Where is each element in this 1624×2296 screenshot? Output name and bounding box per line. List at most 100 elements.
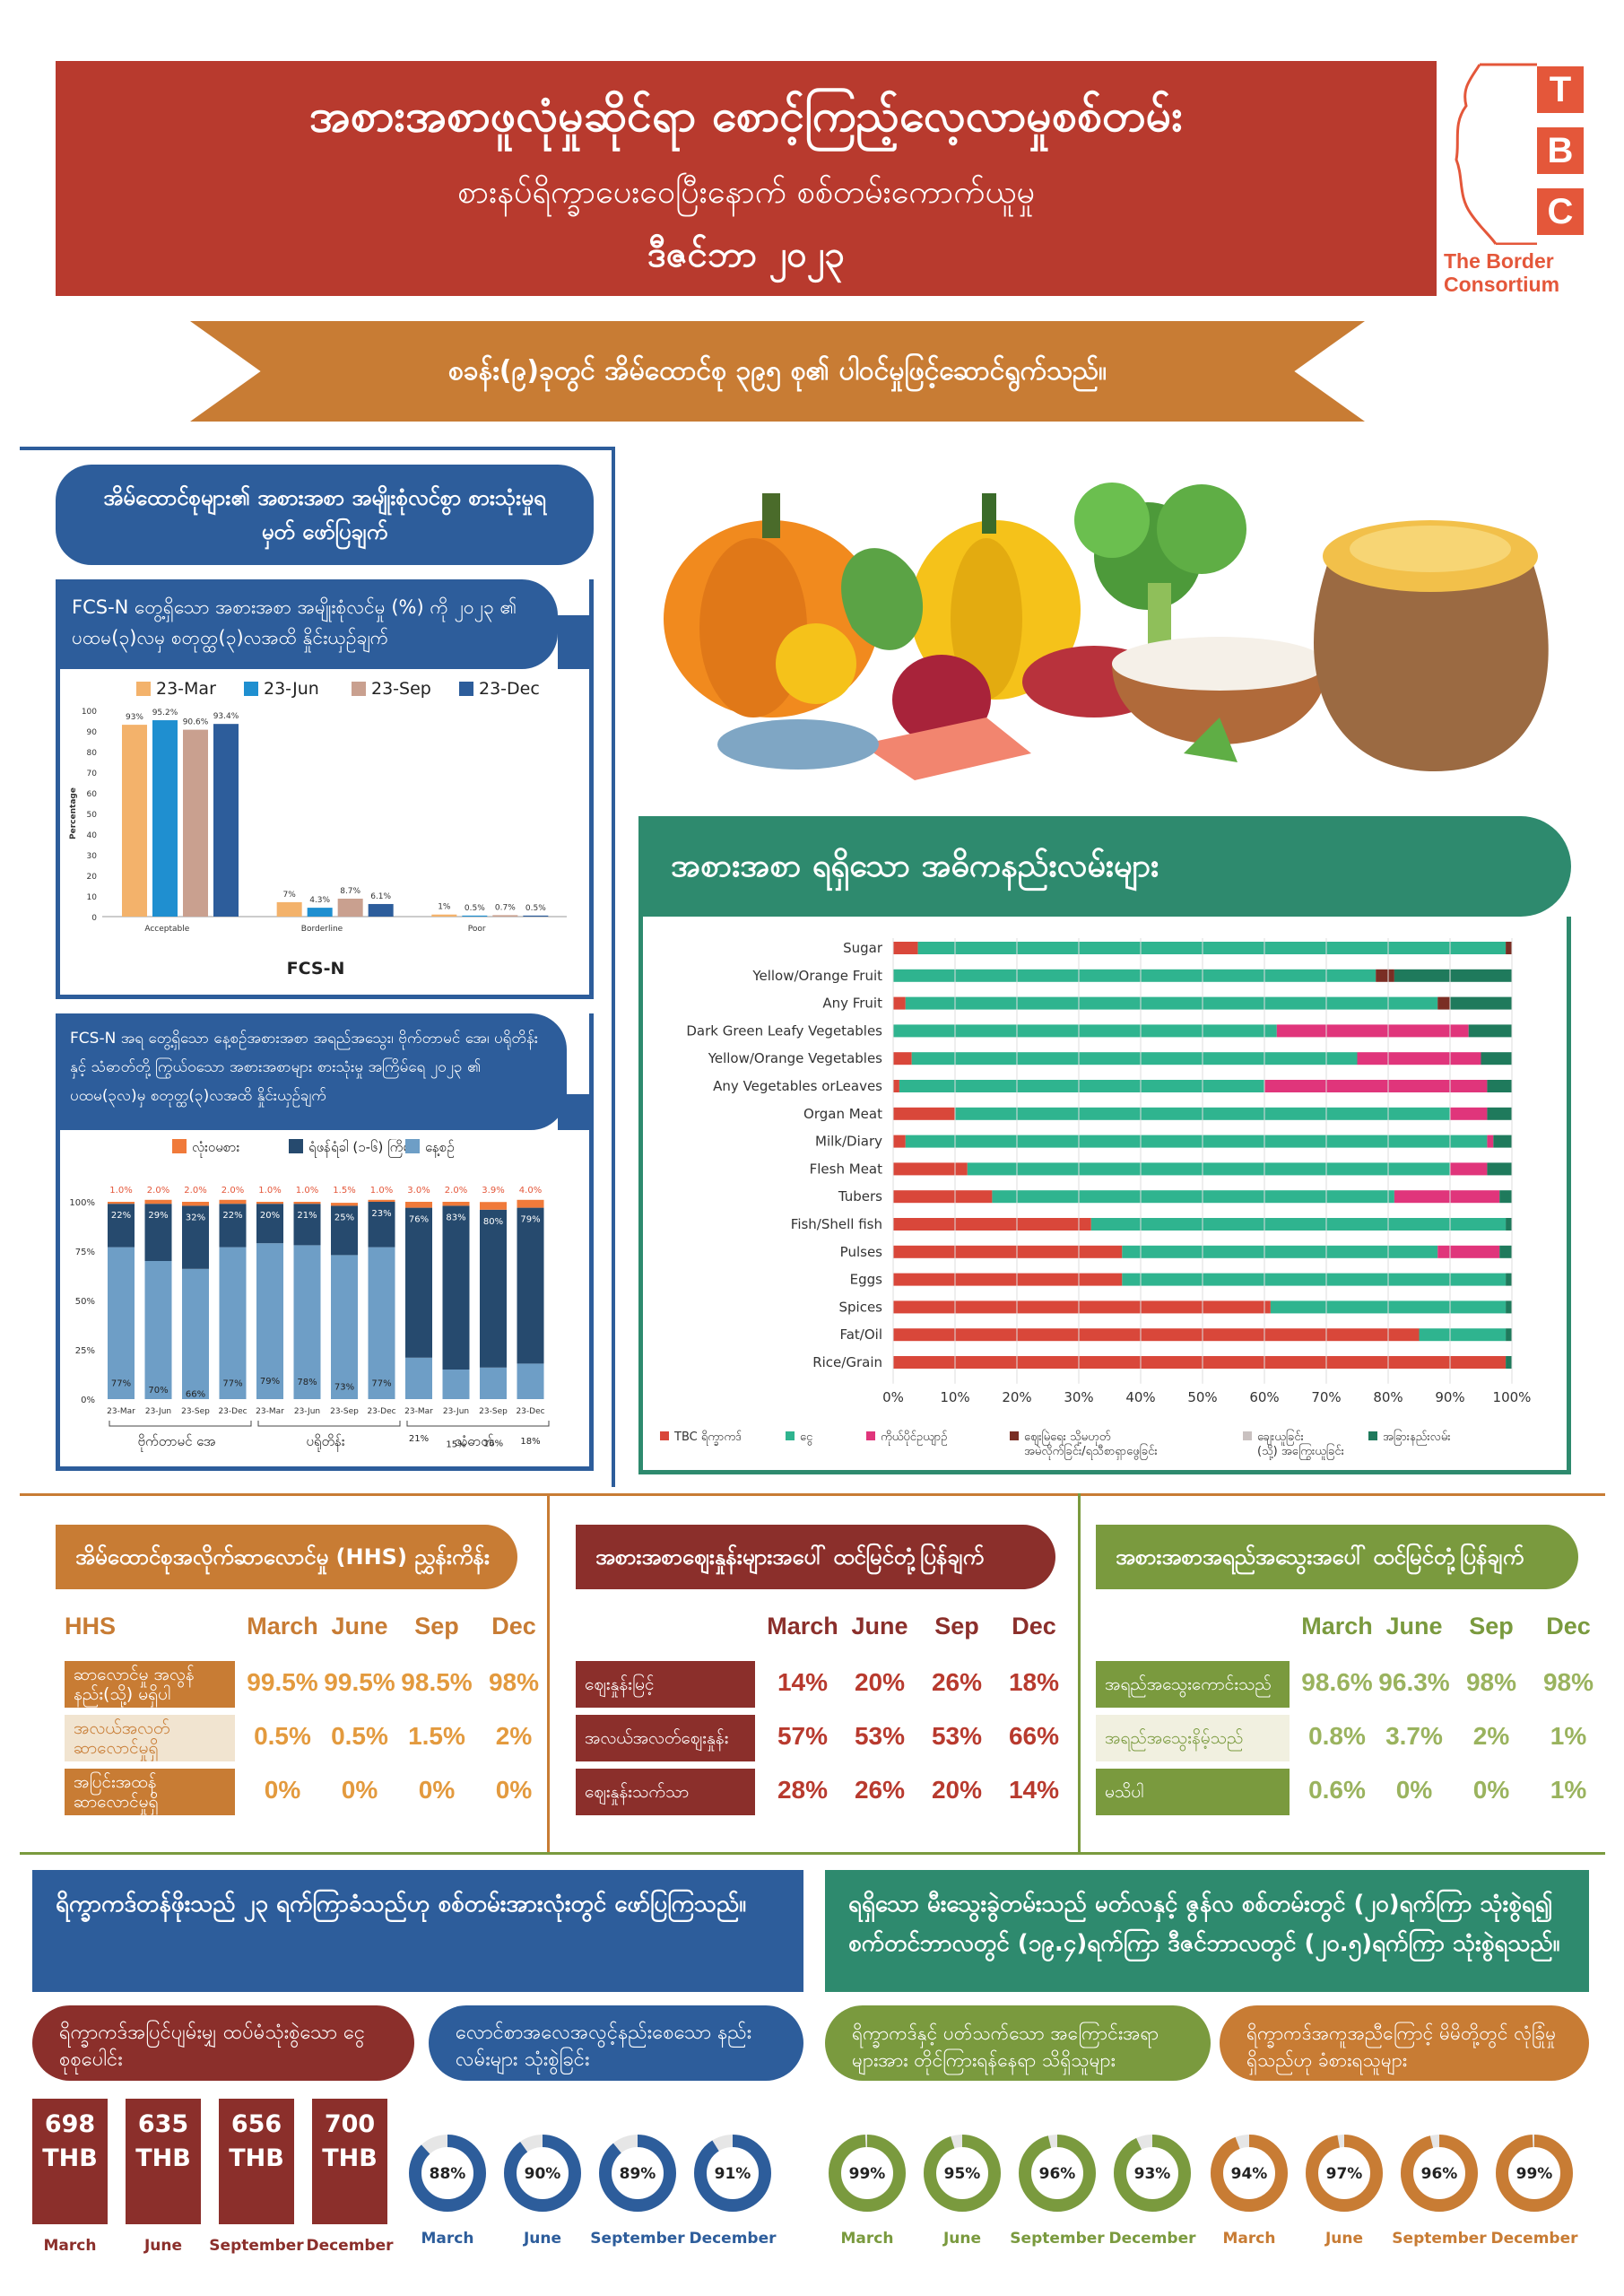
donut-fill — [1496, 2135, 1573, 2212]
donut-hole — [1133, 2153, 1172, 2193]
donut-fill — [1019, 2135, 1096, 2212]
page-date: ဒီဇင်ဘာ ၂၀၂၃ — [647, 234, 846, 275]
fcs-bar — [431, 914, 457, 917]
charcoal-note: ရရှိသော မီးသွေးခွဲတမ်းသည် မတ်လနှင့် ဇွန်… — [825, 1870, 1589, 1992]
y-category-label: Spices — [838, 1299, 882, 1315]
y-category-label: Any Fruit — [822, 996, 882, 1012]
data-label: 93.4% — [213, 712, 239, 721]
segment-label: 16% — [483, 1439, 503, 1448]
stack-segment — [256, 1243, 283, 1399]
fcs-chart-subtitle: FCS-N တွေ့ရှိသော အစားအစာ အမျိုးစုံလင်မှု… — [56, 579, 558, 669]
source-bar-segment — [893, 996, 906, 1010]
source-bar-segment — [1276, 1024, 1469, 1038]
top-label: 2.0% — [221, 1186, 244, 1196]
source-bar-segment — [1450, 996, 1512, 1010]
source-bar-segment — [893, 1273, 1123, 1286]
donut-label: 93% — [1134, 2165, 1171, 2183]
column-header: Sep — [1469, 1613, 1514, 1639]
month-label: September — [209, 2237, 304, 2255]
source-bar-segment — [893, 1024, 1277, 1038]
stack-segment — [108, 1202, 135, 1205]
source-bar-segment — [893, 942, 918, 954]
x-tick-label: 23-Mar — [256, 1407, 284, 1416]
source-bar-segment — [1357, 1052, 1481, 1065]
ration-card-note: ရိက္ခာကဒ်တန်ဖိုးသည် ၂၃ ရက်ကြာခံသည်ဟု စစ်… — [32, 1870, 803, 1992]
fcs-chart-frame — [56, 579, 594, 999]
legend-swatch — [172, 1139, 187, 1153]
segment-label: 70% — [148, 1386, 168, 1396]
stack-segment — [368, 1247, 395, 1399]
y-tick-label: 25% — [75, 1346, 95, 1356]
source-bar-segment — [893, 1190, 993, 1204]
source-bar-segment — [893, 1080, 899, 1092]
column-header: March — [767, 1613, 838, 1639]
donut-hole — [618, 2153, 657, 2193]
x-tick-label: 23-Mar — [107, 1407, 135, 1416]
stack-segment — [182, 1268, 209, 1399]
cell-value: 14% — [1008, 1776, 1060, 1804]
source-bar-segment — [917, 942, 1507, 954]
column-header: June — [331, 1613, 388, 1639]
source-bar-segment — [1264, 1080, 1488, 1092]
y-tick-label: 80 — [87, 749, 98, 758]
stack-segment — [108, 1247, 135, 1399]
row-label: အလယ်အလတ် ဆာလောင်မှုရှိ — [65, 1715, 235, 1761]
column-header: Dec — [1012, 1613, 1056, 1639]
nutrition-chart-frame — [56, 1013, 594, 1471]
donut-label: 96% — [1421, 2165, 1458, 2183]
row-label: အလယ်အလတ်ဈေးနှုန်း — [576, 1715, 755, 1761]
segment-label: 23% — [371, 1209, 391, 1219]
y-category-label: Yellow/Orange Fruit — [751, 968, 882, 984]
source-bar-segment — [1506, 1328, 1512, 1342]
data-label: 1% — [438, 903, 451, 912]
source-bar-segment — [1450, 1162, 1488, 1176]
stack-segment — [442, 1202, 470, 1206]
data-label: 95.2% — [152, 709, 178, 718]
top-label: 3.9% — [482, 1186, 504, 1196]
top-label: 1.0% — [296, 1186, 318, 1196]
y-category-label: Pulses — [840, 1244, 882, 1260]
cell-value: 0.8% — [1308, 1722, 1366, 1750]
panel-accent — [558, 615, 594, 669]
top-label: 2.0% — [445, 1186, 467, 1196]
fcs-bar — [523, 915, 549, 917]
source-bar-segment — [1376, 969, 1394, 982]
source-bar-segment — [1487, 1080, 1512, 1092]
source-bar-segment — [1481, 1052, 1512, 1065]
segment-label: 83% — [446, 1213, 465, 1222]
fcs-bar — [368, 903, 394, 917]
legend-swatch — [1368, 1431, 1377, 1440]
segment-label: 79% — [260, 1377, 280, 1387]
stack-segment — [256, 1204, 283, 1244]
donut-fill — [1114, 2135, 1191, 2212]
cell-value: 66% — [1008, 1722, 1060, 1750]
x-tick-label: 60% — [1249, 1389, 1279, 1405]
food-sources-frame — [638, 917, 1571, 1474]
y-tick-label: 20 — [87, 873, 98, 882]
thb-box: 700 THB — [312, 2099, 387, 2224]
cell-value: 96.3% — [1378, 1668, 1450, 1696]
hhs-head: HHS — [65, 1613, 117, 1639]
x-tick-label: 10% — [940, 1389, 969, 1405]
source-bar-segment — [1437, 1245, 1500, 1258]
fcs-bar — [213, 724, 239, 917]
donut-label: 91% — [715, 2165, 751, 2183]
group-bracket — [406, 1421, 550, 1427]
x-axis-title: FCS-N — [287, 959, 345, 978]
y-category-label: Fat/Oil — [839, 1326, 882, 1343]
donut-label: 99% — [849, 2165, 886, 2183]
stack-segment — [517, 1207, 544, 1364]
complaint-aware-label: ရိက္ခာကဒ်နှင့် ပတ်သက်သော အကြောင်းအရာ မျာ… — [825, 2005, 1211, 2081]
source-bar-segment — [1487, 1107, 1512, 1120]
source-bar-segment — [1506, 1300, 1512, 1314]
fcs-bar — [122, 725, 147, 917]
food-sources-chart: Sugar Yellow/Orange Fruit Any Fruit Dark Gr… — [660, 938, 1531, 1460]
group-bracket — [109, 1421, 252, 1427]
fcs-bar — [152, 720, 178, 917]
x-tick-label: 40% — [1125, 1389, 1155, 1405]
stack-segment — [517, 1363, 544, 1399]
source-bar-segment — [992, 1190, 1394, 1204]
donut-chart: 89% — [599, 2135, 676, 2212]
row-label: အရည်အသွေးကောင်းသည် — [1096, 1661, 1290, 1708]
stack-segment — [108, 1204, 135, 1248]
